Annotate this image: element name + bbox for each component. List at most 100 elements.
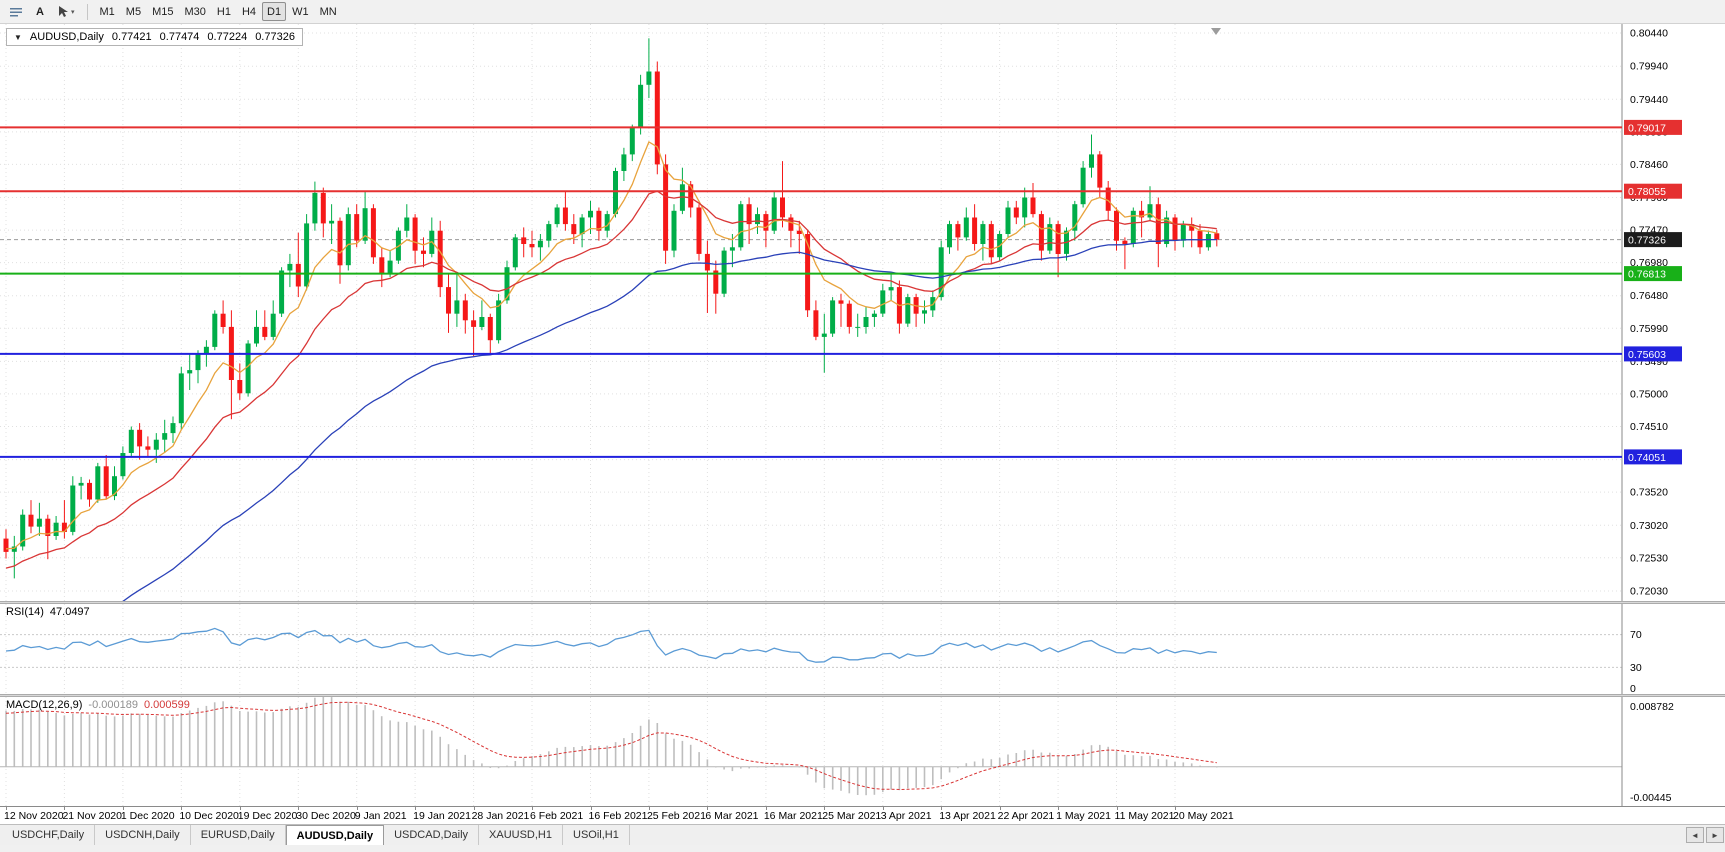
svg-text:0.79440: 0.79440: [1630, 94, 1668, 106]
tab-eurusd-daily[interactable]: EURUSD,Daily: [191, 825, 286, 845]
timeframe-w1-button[interactable]: W1: [292, 5, 309, 18]
svg-text:0.74510: 0.74510: [1630, 421, 1668, 433]
date-label-11-may-2021: 11 May 2021: [1114, 810, 1175, 822]
svg-text:0.76480: 0.76480: [1630, 290, 1668, 302]
date-label-6-feb-2021: 6 Feb 2021: [530, 810, 584, 822]
svg-text:0.79017: 0.79017: [1628, 122, 1666, 134]
date-label-20-may-2021: 20 May 2021: [1173, 810, 1234, 822]
hline-0.76813[interactable]: 0.76813: [0, 266, 1682, 282]
date-label-16-feb-2021: 16 Feb 2021: [588, 810, 648, 822]
svg-text:0.78055: 0.78055: [1628, 186, 1666, 198]
svg-text:0.75603: 0.75603: [1628, 349, 1666, 361]
rsi-indicator-panel[interactable]: 70 30 0 RSI(14) 47.0497: [0, 604, 1725, 694]
time-axis[interactable]: 12 Nov 2020 21 Nov 2020 1 Dec 2020 10 Dec 2…: [0, 806, 1725, 824]
time-tick: [824, 807, 826, 810]
svg-text:-0.00445: -0.00445: [1630, 792, 1672, 804]
hline-0.74051[interactable]: 0.74051: [0, 449, 1682, 465]
ohlc-low: 0.77224: [207, 31, 248, 43]
rsi-grid: [5, 604, 1176, 694]
tab-usdcnh-daily[interactable]: USDCNH,Daily: [95, 825, 191, 845]
tab-xauusd-h1[interactable]: XAUUSD,H1: [479, 825, 563, 845]
time-tick: [707, 807, 709, 810]
hline-0.75603[interactable]: 0.75603: [0, 346, 1682, 362]
macd-canvas[interactable]: 0.008782 -0.00445: [0, 697, 1725, 806]
svg-text:0.75000: 0.75000: [1630, 388, 1668, 400]
svg-text:0.73020: 0.73020: [1630, 520, 1668, 532]
time-tick: [882, 807, 884, 810]
text-tool-button[interactable]: A: [36, 5, 44, 18]
timeframe-h1-button[interactable]: H1: [216, 5, 231, 18]
date-label-1-may-2021: 1 May 2021: [1056, 810, 1111, 822]
svg-text:0.72030: 0.72030: [1630, 586, 1668, 598]
price-chart-panel[interactable]: 0.804400.799400.794400.789500.784600.779…: [0, 24, 1725, 601]
macd-name: MACD(12,26,9): [6, 699, 83, 711]
price-chart-canvas[interactable]: 0.804400.799400.794400.789500.784600.779…: [0, 24, 1725, 601]
tab-scroll-right-button[interactable]: ►: [1706, 827, 1724, 843]
timeframe-m30-button[interactable]: M30: [184, 5, 206, 18]
svg-text:0.008782: 0.008782: [1630, 701, 1674, 713]
tab-usdcad-daily[interactable]: USDCAD,Daily: [384, 825, 480, 845]
svg-text:0.72530: 0.72530: [1630, 552, 1668, 564]
macd-signal-line: [5, 701, 1217, 791]
grid: [0, 24, 1622, 601]
tab-usoil-h1[interactable]: USOil,H1: [563, 825, 630, 845]
tab-scroll-left-button[interactable]: ◄: [1686, 827, 1704, 843]
tab-usdchf-daily[interactable]: USDCHF,Daily: [2, 825, 96, 845]
macd-main-value: -0.000189: [88, 699, 138, 711]
timeframe-mn-button[interactable]: MN: [319, 5, 337, 18]
macd-label: MACD(12,26,9) -0.000189 0.000599: [6, 699, 190, 711]
scroll-right-icon: ►: [1711, 830, 1719, 840]
ma-line-medium: [5, 190, 1217, 569]
rsi-line: [5, 627, 1217, 663]
chart-tab-bar: USDCHF,Daily USDCNH,Daily EURUSD,Daily AUDU…: [0, 824, 1725, 845]
collapse-triangle-icon[interactable]: ▼: [14, 32, 22, 42]
macd-axis-labels: 0.008782 -0.00445: [1630, 701, 1674, 804]
tab-audusd-daily[interactable]: AUDUSD,Daily: [285, 825, 385, 845]
candles: [3, 38, 1220, 579]
main-toolbar: A ▾ M1 M5 M15 M30 H1 H4 D1 W1 MN: [0, 0, 1725, 24]
chart-list-button[interactable]: [4, 2, 28, 21]
svg-text:0.77326: 0.77326: [1628, 235, 1666, 247]
toolbar-separator: [86, 3, 88, 20]
panel-splitter[interactable]: [0, 694, 1725, 697]
timeframe-d1-button[interactable]: D1: [262, 2, 287, 21]
timeframe-m15-button[interactable]: M15: [152, 5, 174, 18]
symbol-name: AUDUSD,Daily: [29, 31, 104, 43]
moving-average-lines: [5, 141, 1217, 601]
dropdown-caret-icon: ▾: [71, 8, 75, 16]
panel-splitter[interactable]: [0, 601, 1725, 604]
time-tick: [765, 807, 767, 810]
date-label-28-jan-2021: 28 Jan 2021: [471, 810, 530, 822]
rsi-value: 47.0497: [49, 606, 90, 618]
cursor-tool-button[interactable]: ▾: [52, 2, 80, 21]
hline-0.79017[interactable]: 0.79017: [0, 119, 1682, 135]
time-tick: [999, 807, 1001, 810]
date-label-12-nov-2020: 12 Nov 2020: [4, 810, 64, 822]
svg-text:0.76813: 0.76813: [1628, 269, 1666, 281]
date-label-16-mar-2021: 16 Mar 2021: [763, 810, 823, 822]
price-axis-labels[interactable]: 0.804400.799400.794400.789500.784600.779…: [1630, 28, 1668, 598]
time-tick: [181, 807, 183, 810]
rsi-name: RSI(14): [6, 606, 44, 618]
timeframe-m1-button[interactable]: M1: [99, 5, 115, 18]
chart-shift-marker-icon[interactable]: [1211, 28, 1221, 35]
ohlc-high: 0.77474: [159, 31, 200, 43]
chart-tabs: USDCHF,Daily USDCNH,Daily EURUSD,Daily AUDU…: [2, 825, 630, 845]
date-label-9-jan-2021: 9 Jan 2021: [354, 810, 407, 822]
rsi-canvas[interactable]: 70 30 0: [0, 604, 1725, 694]
ma-line-slow: [122, 238, 1217, 601]
current-price-label: 0.77326: [1624, 232, 1682, 248]
timeframe-h4-button[interactable]: H4: [241, 5, 257, 18]
ohlc-open: 0.77421: [111, 31, 152, 43]
macd-indicator-panel[interactable]: 0.008782 -0.00445 MACD(12,26,9) -0.000189…: [0, 697, 1725, 806]
svg-text:30: 30: [1630, 662, 1642, 674]
hline-0.78055[interactable]: 0.78055: [0, 183, 1682, 199]
date-label-21-nov-2020: 21 Nov 2020: [62, 810, 122, 822]
macd-signal-value: 0.000599: [143, 699, 190, 711]
timeframe-m5-button[interactable]: M5: [125, 5, 142, 18]
time-tick: [648, 807, 650, 810]
time-tick: [1175, 807, 1176, 810]
ohlc-close: 0.77326: [255, 31, 295, 43]
symbol-info-box[interactable]: ▼ AUDUSD,Daily 0.77421 0.77474 0.77224 0…: [6, 28, 303, 46]
time-tick: [298, 807, 300, 810]
